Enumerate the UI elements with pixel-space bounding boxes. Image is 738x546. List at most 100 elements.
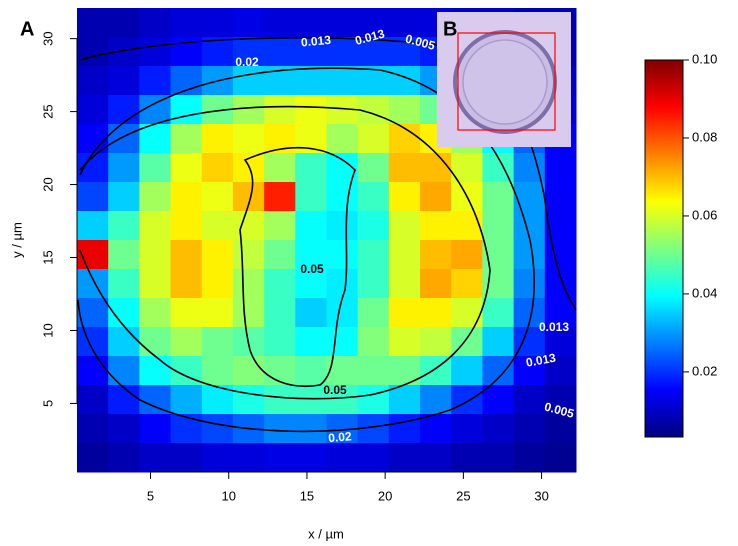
heatmap-cell [171,414,203,444]
contour-label: 0.05 [323,383,347,397]
heatmap-cell [233,8,265,38]
heatmap-cell [171,327,203,357]
heatmap-cell [389,269,421,299]
x-tick-label: 10 [221,488,235,503]
heatmap-cell [482,211,514,241]
heatmap-cell [358,182,390,212]
x-tick-label: 30 [534,488,548,503]
heatmap-cell [420,443,452,473]
heatmap-cell [171,124,203,154]
heatmap-cell [545,211,577,241]
heatmap-cell [139,269,171,299]
heatmap-cell [389,327,421,357]
heatmap-cell [77,37,109,67]
colorbar-tick-label: 0.06 [692,207,717,222]
heatmap-cell [295,298,327,328]
y-tick-label: 5 [40,400,55,407]
heatmap-cell [545,240,577,270]
heatmap-cell [108,8,140,38]
heatmap-cell [295,182,327,212]
colorbar-tick-label: 0.08 [692,129,717,144]
heatmap-cell [482,182,514,212]
heatmap-cell [327,124,359,154]
heatmap-cell [295,153,327,183]
colorbar-tick-label: 0.10 [692,51,717,66]
heatmap-cell [171,443,203,473]
heatmap-cell [108,124,140,154]
chart: A B x / µm y / µm 0.0130.0130.0050.020.0… [0,0,738,546]
heatmap-cell [389,443,421,473]
heatmap-cell [451,414,483,444]
heatmap-cell [451,385,483,415]
heatmap-cell [358,95,390,125]
heatmap-cell [171,182,203,212]
contour-label: 0.013 [300,33,331,50]
heatmap-cell [233,385,265,415]
heatmap-cell [108,153,140,183]
heatmap-cell [482,327,514,357]
heatmap-cell [202,124,234,154]
heatmap-cell [389,182,421,212]
colorbar [645,60,683,437]
heatmap-cell [482,298,514,328]
heatmap-cell [171,153,203,183]
heatmap-cell [202,182,234,212]
heatmap-cell [108,414,140,444]
heatmap-cell [264,8,296,38]
y-tick-label: 30 [40,31,55,45]
heatmap-cell [420,269,452,299]
heatmap-cell [482,356,514,386]
heatmap-cell [514,385,546,415]
heatmap-cell [171,66,203,96]
heatmap-cell [139,66,171,96]
heatmap-cell [108,443,140,473]
heatmap-cell [233,211,265,241]
heatmap-cell [358,298,390,328]
x-axis-label: x / µm [308,526,344,541]
heatmap-cell [77,269,109,299]
heatmap-cell [327,269,359,299]
contour-label: 0.02 [328,429,353,445]
heatmap-cell [264,37,296,67]
heatmap-cell [358,443,390,473]
heatmap-cell [233,298,265,328]
heatmap-cell [451,211,483,241]
heatmap-cell [264,95,296,125]
heatmap-cell [233,443,265,473]
heatmap-cell [139,8,171,38]
heatmap-cell [327,327,359,357]
heatmap-cell [202,443,234,473]
heatmap-cell [295,66,327,96]
heatmap-cell [233,95,265,125]
heatmap-cell [233,356,265,386]
colorbar-tick-label: 0.02 [692,363,717,378]
heatmap-cell [514,443,546,473]
heatmap-cell [295,327,327,357]
heatmap-cell [420,414,452,444]
heatmap-cell [514,414,546,444]
heatmap-cell [264,298,296,328]
heatmap-cell [139,153,171,183]
heatmap-cell [295,385,327,415]
heatmap-cell [108,95,140,125]
y-axis-label: y / µm [9,222,24,258]
heatmap-cell [358,385,390,415]
heatmap-cell [77,356,109,386]
contour-label: 0.05 [300,262,324,276]
heatmap-cell [358,327,390,357]
heatmap-cell [451,356,483,386]
heatmap-cell [233,66,265,96]
heatmap-cell [358,240,390,270]
heatmap-cell [233,240,265,270]
heatmap-cell [108,327,140,357]
heatmap-cell [358,153,390,183]
heatmap-cell [171,211,203,241]
heatmap-cell [139,356,171,386]
x-tick-label: 5 [147,488,154,503]
y-tick-label: 20 [40,177,55,191]
heatmap-cell [327,240,359,270]
heatmap-cell [514,182,546,212]
heatmap-cell [77,95,109,125]
heatmap-cell [389,240,421,270]
heatmap-cell [171,95,203,125]
